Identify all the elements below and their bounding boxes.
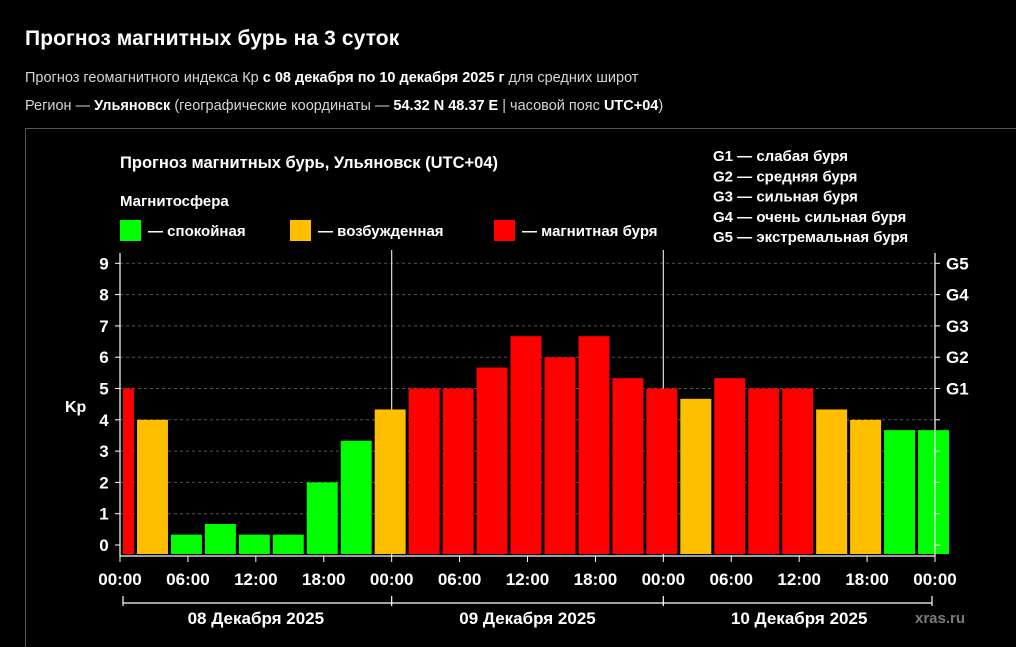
kp-bar	[816, 409, 848, 554]
kp-bar	[123, 388, 134, 554]
y-tick-label: 4	[99, 411, 109, 430]
storm-scale-item: G1 — слабая буря	[713, 148, 848, 165]
kp-bar	[884, 430, 916, 554]
x-tick-label: 06:00	[710, 570, 753, 589]
storm-scale-item: G2 — средняя буря	[713, 168, 857, 185]
kp-bar	[340, 440, 372, 554]
y-tick-label: 7	[99, 317, 108, 336]
storm-scale-item: G3 — сильная буря	[713, 189, 858, 206]
kp-bar	[714, 378, 746, 554]
chart-panel	[25, 128, 1016, 647]
y-tick-label: 5	[99, 380, 108, 399]
y-axis-label: Kp	[65, 399, 87, 416]
kp-bar	[374, 409, 406, 554]
g-scale-label: G2	[946, 348, 969, 367]
kp-bar	[918, 430, 949, 554]
forecast-subtitle: Прогноз геомагнитного индекса Кр с 08 де…	[25, 70, 639, 86]
x-tick-label: 00:00	[370, 570, 413, 589]
y-tick-label: 9	[99, 254, 108, 273]
x-tick-label: 12:00	[506, 570, 549, 589]
kp-bar	[272, 534, 304, 554]
g-scale-label: G1	[946, 380, 969, 399]
x-tick-label: 00:00	[642, 570, 685, 589]
day-label: 09 Декабря 2025	[459, 609, 596, 628]
region-info: Регион — Ульяновск (географические коорд…	[25, 98, 664, 114]
x-tick-label: 18:00	[845, 570, 888, 589]
kp-bar	[306, 482, 338, 554]
kp-bar	[442, 388, 474, 554]
kp-bar	[238, 534, 270, 554]
legend-label: — магнитная буря	[522, 223, 658, 240]
kp-bar	[782, 388, 814, 554]
kp-bar	[408, 388, 440, 554]
day-label: 10 Декабря 2025	[731, 609, 868, 628]
kp-bar	[612, 378, 644, 554]
x-tick-label: 06:00	[438, 570, 481, 589]
legend-swatch	[120, 220, 141, 241]
kp-bar	[850, 419, 882, 554]
kp-bar	[510, 336, 542, 554]
kp-bar	[476, 367, 508, 554]
x-tick-label: 12:00	[777, 570, 820, 589]
legend-swatch	[290, 220, 311, 241]
y-tick-label: 8	[99, 286, 108, 305]
g-scale-label: G3	[946, 317, 969, 336]
y-tick-label: 6	[99, 348, 108, 367]
kp-bar	[748, 388, 780, 554]
x-tick-label: 12:00	[234, 570, 277, 589]
bars	[123, 336, 949, 554]
kp-bar	[578, 336, 610, 554]
y-tick-label: 2	[99, 473, 108, 492]
chart-title: Прогноз магнитных бурь, Ульяновск (UTC+0…	[120, 154, 498, 172]
y-tick-label: 1	[99, 505, 108, 524]
kp-bar	[646, 388, 678, 554]
kp-bar	[204, 524, 236, 554]
page-title: Прогноз магнитных бурь на 3 суток	[25, 27, 400, 50]
storm-scale: G1 — слабая буря G2 — средняя буря G3 — си…	[713, 148, 908, 246]
x-tick-label: 18:00	[574, 570, 617, 589]
g-scale-label: G5	[946, 254, 969, 273]
legend: — спокойная — возбужденная — магнитная бур…	[120, 220, 658, 241]
x-tick-label: 06:00	[166, 570, 209, 589]
axes: 0 1 2 3 4 5 6 7 8 9 G1 G2 G3 G4 G5 00:00 06:00 12:00 18:00…	[98, 253, 969, 628]
storm-scale-item: G5 — экстремальная буря	[713, 229, 908, 246]
legend-swatch	[494, 220, 515, 241]
legend-label: — спокойная	[148, 223, 246, 240]
legend-label: — возбужденная	[318, 223, 444, 240]
kp-bar	[137, 419, 168, 554]
day-label: 08 Декабря 2025	[188, 609, 325, 628]
kp-bar	[170, 534, 202, 554]
watermark: xras.ru	[915, 610, 965, 627]
x-tick-label: 00:00	[98, 570, 141, 589]
legend-title: Магнитосфера	[120, 193, 229, 210]
x-tick-label: 18:00	[302, 570, 345, 589]
g-scale-label: G4	[946, 286, 969, 305]
x-tick-label: 00:00	[913, 570, 956, 589]
y-tick-label: 3	[99, 442, 108, 461]
storm-scale-item: G4 — очень сильная буря	[713, 209, 906, 226]
kp-bar	[680, 398, 712, 554]
kp-bar	[544, 357, 576, 554]
y-tick-label: 0	[99, 536, 108, 555]
